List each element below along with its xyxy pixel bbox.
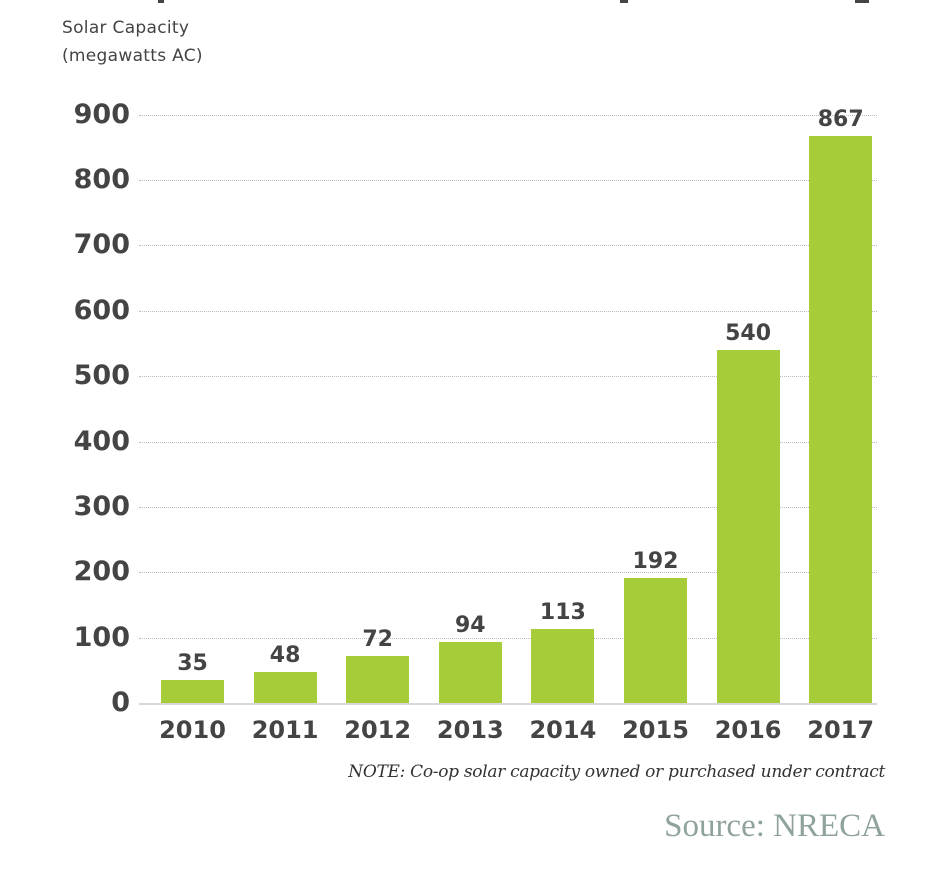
- bar-2010: [161, 680, 224, 703]
- title-fragment: [855, 0, 869, 3]
- x-tick-label: 2010: [159, 716, 226, 744]
- x-tick-label: 2017: [807, 716, 875, 744]
- gridline: [139, 441, 877, 443]
- note-text: NOTE: Co-op solar capacity owned or purc…: [348, 762, 885, 782]
- gridline: [139, 245, 877, 247]
- bar-2013: [438, 641, 502, 703]
- gridline: [139, 637, 877, 639]
- y-tick-label: 100: [73, 621, 130, 653]
- x-tick-label: 2013: [436, 716, 504, 744]
- gridline: [139, 114, 877, 116]
- bar-value-label: 113: [539, 600, 586, 626]
- bar-value-label: 48: [269, 642, 301, 668]
- gridline: [139, 376, 877, 378]
- bar-2017: [809, 136, 873, 703]
- y-axis-title-line2: (megawatts AC): [62, 46, 203, 66]
- bar-value-label: 72: [362, 626, 393, 652]
- x-tick-label: 2011: [251, 716, 319, 744]
- y-tick-label: 600: [73, 294, 130, 326]
- x-tick-label: 2015: [622, 716, 689, 744]
- x-tick-label: 2012: [344, 716, 412, 744]
- bar-value-label: 867: [817, 107, 864, 133]
- y-tick-label: 200: [73, 556, 130, 588]
- bar-2014: [531, 629, 595, 703]
- title-fragment: [620, 0, 628, 3]
- bar-value-label: 540: [725, 321, 772, 347]
- y-tick-label: 400: [73, 425, 130, 457]
- gridline: [139, 310, 877, 312]
- y-tick-label: 0: [111, 687, 130, 718]
- y-tick-label: 700: [73, 229, 130, 261]
- y-tick-label: 500: [73, 360, 130, 392]
- x-tick-label: 2016: [714, 716, 782, 744]
- bar-2011: [253, 671, 317, 703]
- title-fragment: [158, 0, 164, 3]
- bar-value-label: 192: [632, 548, 679, 574]
- bar-value-label: 35: [177, 651, 208, 677]
- bar-value-label: 94: [454, 612, 486, 638]
- y-tick-label: 300: [73, 490, 130, 522]
- y-tick-label: 900: [73, 98, 130, 130]
- bar-2012: [346, 655, 410, 703]
- x-axis-baseline: [139, 703, 877, 705]
- y-tick-label: 800: [73, 164, 130, 196]
- y-axis-title-line1: Solar Capacity: [62, 18, 190, 38]
- bar-2016: [716, 350, 780, 703]
- gridline: [139, 180, 877, 182]
- gridline: [139, 572, 877, 574]
- source-text: Source: NRECA: [664, 808, 885, 844]
- y-axis-title: Solar Capacity (megawatts AC): [62, 14, 203, 70]
- gridline: [139, 506, 877, 508]
- bar-2015: [624, 577, 687, 703]
- x-tick-label: 2014: [529, 716, 597, 744]
